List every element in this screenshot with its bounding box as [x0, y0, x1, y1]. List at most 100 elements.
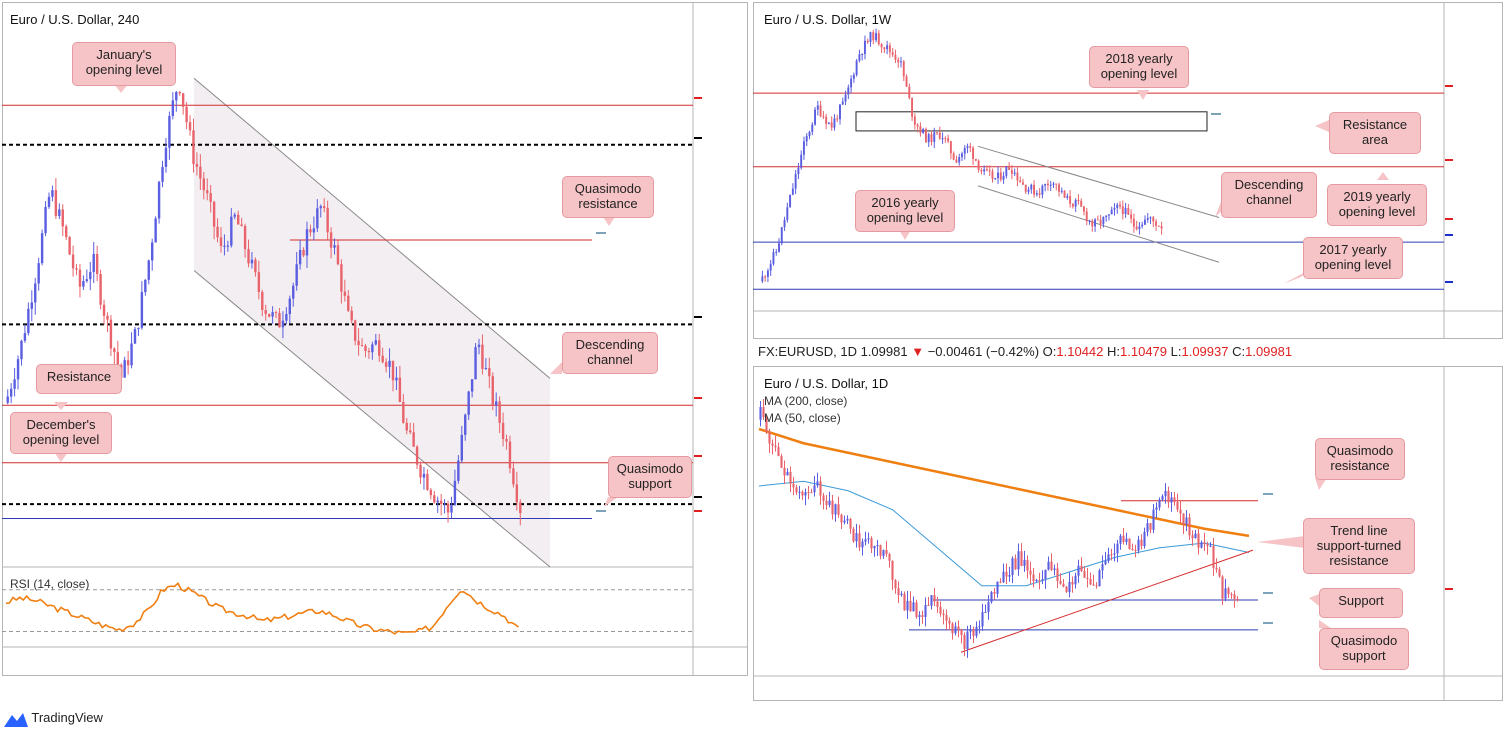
annotation-2019-yearly-opening-level[interactable]: 2019 yearly opening level: [1327, 184, 1427, 226]
daily-candle: [1134, 549, 1137, 551]
h4-candle: [422, 473, 426, 478]
weekly-candle: [1085, 211, 1088, 222]
weekly-candle: [1016, 172, 1019, 181]
h4-candle: [216, 226, 219, 238]
h4-level-label-qm-resistance: [596, 231, 606, 234]
h4-candle: [109, 319, 113, 349]
h4-candle: [470, 379, 474, 392]
weekly-candle: [1116, 204, 1119, 208]
weekly-candle: [913, 116, 916, 125]
weekly-candle: [1130, 214, 1133, 219]
daily-candle: [948, 620, 951, 624]
h4-candle: [92, 253, 95, 272]
annotation-daily-quasimodo-resistance[interactable]: Quasimodo resistance: [1315, 438, 1405, 480]
h4-chart-svg[interactable]: [2, 2, 748, 676]
annotation-daily-quasimodo-support-line: support: [1342, 648, 1386, 663]
weekly-chart-panel[interactable]: Euro / U.S. Dollar, 1W 2018 yearly openin…: [753, 2, 1503, 339]
h4-candle: [82, 281, 85, 287]
high-value: 1.10479: [1120, 344, 1168, 359]
daily-candle: [1068, 581, 1071, 593]
weekly-price-tag: [1445, 234, 1453, 237]
h4-candle: [350, 310, 353, 321]
weekly-candle: [850, 78, 853, 88]
h4-candle: [188, 122, 192, 131]
h4-pointer: [604, 497, 618, 507]
daily-candle: [1029, 570, 1032, 575]
weekly-candle: [1082, 206, 1085, 212]
weekly-candle: [966, 146, 969, 148]
weekly-candle: [1058, 184, 1060, 192]
daily-candle: [927, 605, 930, 607]
daily-candle: [972, 629, 975, 636]
daily-chart-panel[interactable]: Euro / U.S. Dollar, 1D MA (200, close) M…: [753, 366, 1503, 701]
weekly-candle: [1052, 183, 1055, 185]
weekly-candle: [802, 141, 805, 155]
daily-candle: [1008, 575, 1011, 577]
daily-candle: [876, 545, 879, 547]
h4-candle: [226, 245, 230, 247]
daily-candle: [966, 631, 969, 649]
daily-candle: [939, 606, 942, 614]
h4-candle: [381, 355, 384, 363]
h4-candle: [367, 351, 371, 353]
price-change: −0.00461 (−0.42%): [927, 344, 1040, 359]
annotation-resistance-area[interactable]: Resistance area: [1329, 112, 1421, 154]
annotation-2018-yearly-opening-level[interactable]: 2018 yearly opening level: [1089, 46, 1189, 88]
weekly-candle: [1132, 218, 1135, 227]
daily-candle: [1023, 559, 1026, 566]
h4-candle: [147, 260, 150, 280]
weekly-candle: [1060, 190, 1063, 192]
daily-candle: [933, 595, 936, 602]
weekly-candle: [778, 243, 780, 252]
h4-candle: [443, 503, 446, 505]
annotation-2017-yearly-opening-level[interactable]: 2017 yearly opening level: [1303, 237, 1403, 279]
annotation-2016-yearly-opening-level[interactable]: 2016 yearly opening level: [855, 190, 955, 232]
annotation-january-opening-level[interactable]: January's opening level: [72, 42, 176, 86]
annotation-decembers-opening-level[interactable]: December's opening level: [10, 412, 112, 454]
weekly-candle: [769, 263, 772, 271]
h4-chart-panel[interactable]: Euro / U.S. Dollar, 240 RSI (14, close) …: [2, 2, 748, 676]
daily-candle: [819, 481, 822, 496]
weekly-chart-svg[interactable]: [753, 2, 1503, 339]
annotation-support[interactable]: Support: [1319, 588, 1403, 618]
h4-candle: [13, 379, 16, 389]
h4-candle: [133, 329, 137, 344]
annotation-quasimodo-support[interactable]: Quasimodo support: [608, 456, 692, 498]
daily-candle: [774, 445, 777, 448]
daily-candle: [969, 629, 972, 632]
daily-candle: [840, 514, 843, 523]
weekly-candle: [922, 129, 925, 133]
daily-candle: [996, 581, 999, 594]
daily-candle: [1227, 588, 1230, 595]
annotation-descending-channel[interactable]: Descending channel: [562, 332, 658, 374]
weekly-candle: [872, 32, 875, 41]
h4-candle: [488, 368, 491, 377]
annotation-weekly-descending-channel[interactable]: Descending channel: [1221, 172, 1317, 218]
weekly-candle: [869, 32, 872, 43]
annotation-daily-quasimodo-support[interactable]: Quasimodo support: [1319, 628, 1409, 670]
weekly-candle: [1044, 183, 1047, 186]
daily-candle: [915, 602, 918, 618]
daily-candle: [936, 601, 939, 607]
daily-candle: [1089, 578, 1092, 585]
annotation-resistance[interactable]: Resistance: [36, 364, 122, 394]
annotation-quasimodo-resistance[interactable]: Quasimodo resistance: [562, 176, 654, 218]
h4-candle: [405, 422, 408, 431]
daily-candle: [1056, 568, 1059, 581]
h4-candle: [508, 441, 512, 469]
weekly-candle: [1143, 219, 1146, 225]
annotation-trend-line-support-turned-resistance[interactable]: Trend line support-turned resistance: [1303, 518, 1415, 574]
weekly-candle: [1088, 220, 1091, 222]
h4-candle: [457, 460, 460, 481]
brand-name: TradingView: [31, 710, 103, 725]
daily-candle: [1146, 523, 1149, 532]
h4-candle: [333, 245, 336, 248]
daily-candle: [804, 492, 807, 496]
daily-candle: [1101, 564, 1104, 571]
h4-candle: [157, 181, 161, 219]
h4-candle: [144, 279, 147, 293]
tradingview-brand[interactable]: TradingView: [4, 710, 103, 727]
daily-chart-svg[interactable]: [753, 366, 1503, 701]
h4-candle: [175, 92, 178, 101]
h4-candle: [415, 446, 419, 465]
